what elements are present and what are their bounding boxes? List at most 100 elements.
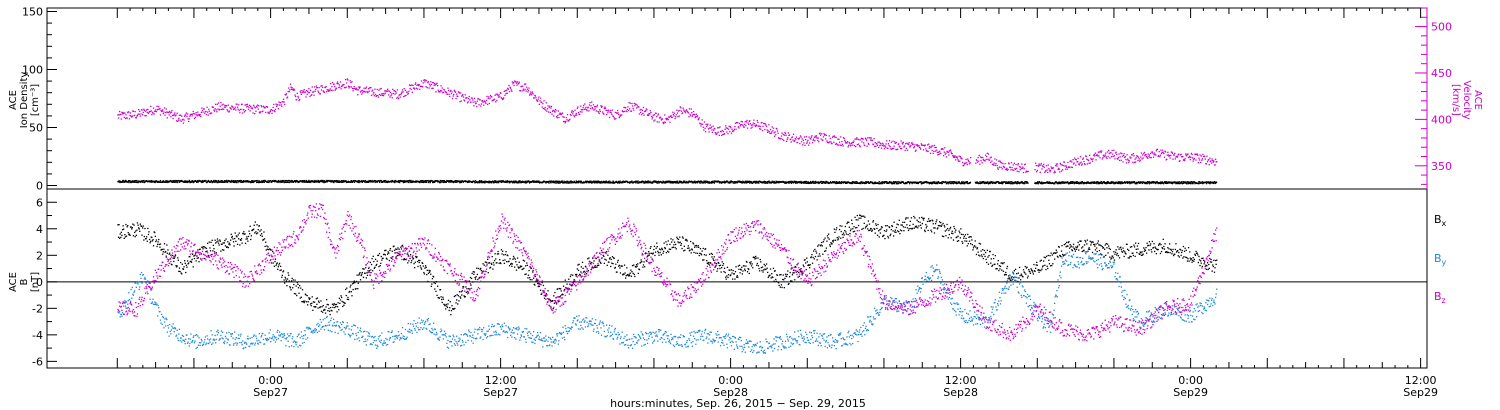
velocity-series-point xyxy=(664,121,666,124)
velocity-series-point xyxy=(691,115,693,117)
velocity-series-point xyxy=(1098,151,1101,153)
velocity-series-point xyxy=(512,83,514,85)
velocity-series-point xyxy=(237,108,239,110)
ion-density-series-point xyxy=(954,181,956,183)
ion-density-series-point xyxy=(675,182,677,184)
ion-density-series-point xyxy=(1154,181,1156,184)
ion-density-series-point xyxy=(294,180,297,182)
velocity-series-point xyxy=(874,142,876,144)
velocity-series-point xyxy=(401,91,403,93)
ion-density-series-point xyxy=(920,181,922,183)
ion-density-series-point xyxy=(183,181,185,183)
ion-density-series-point xyxy=(364,181,366,183)
velocity-series-point xyxy=(936,149,938,151)
velocity-series-point xyxy=(628,101,630,104)
ion-density-series-point xyxy=(192,181,195,184)
ion-density-series-point xyxy=(637,180,639,182)
velocity-series-point xyxy=(759,125,761,128)
ion-density-series-point xyxy=(410,180,412,182)
velocity-series-point xyxy=(479,99,481,101)
ion-density-series-point xyxy=(287,181,289,183)
velocity-series-point xyxy=(524,88,526,90)
velocity-series-point xyxy=(166,117,168,119)
ion-density-series-point xyxy=(1010,181,1012,183)
ion-density-series-point xyxy=(232,181,234,183)
velocity-series-point xyxy=(607,109,610,111)
velocity-series-point xyxy=(1016,170,1018,172)
ion-density-series-point xyxy=(235,180,237,182)
velocity-series-point xyxy=(1177,154,1179,156)
velocity-series-point xyxy=(665,119,668,121)
velocity-series-point xyxy=(319,93,321,95)
ion-density-series-point xyxy=(341,181,343,183)
velocity-series-point xyxy=(1122,161,1124,163)
velocity-series-point xyxy=(734,122,737,124)
velocity-series-point xyxy=(445,91,447,93)
ion-density-series-point xyxy=(905,181,907,184)
velocity-series-point xyxy=(264,107,266,109)
velocity-series-point xyxy=(420,80,423,82)
ion-density-series-point xyxy=(1054,183,1056,185)
velocity-series-point xyxy=(292,89,294,91)
ion-density-series-point xyxy=(642,181,645,183)
velocity-series-point xyxy=(513,84,515,87)
ion-density-series-point xyxy=(990,182,992,184)
ion-density-series-point xyxy=(1110,182,1112,184)
velocity-series-point xyxy=(638,106,640,108)
ion-density-series-point xyxy=(223,181,225,183)
ion-density-series-point xyxy=(609,181,611,183)
ion-density-series-point xyxy=(612,181,615,183)
velocity-series-point xyxy=(477,98,480,100)
ion-density-series-point xyxy=(949,181,951,183)
ion-density-series-point xyxy=(1048,181,1051,183)
velocity-series-point xyxy=(1163,156,1166,158)
velocity-series-point xyxy=(341,85,343,87)
velocity-series-point xyxy=(320,89,323,91)
velocity-series-point xyxy=(1091,158,1093,161)
velocity-series-point xyxy=(227,110,229,112)
velocity-series-point xyxy=(247,105,249,107)
velocity-series-point xyxy=(330,89,332,91)
ion-density-series-point xyxy=(525,182,527,184)
ion-density-series-point xyxy=(645,180,648,183)
ion-density-series-point xyxy=(161,181,163,183)
velocity-series-point xyxy=(448,93,450,95)
ion-density-series-point xyxy=(581,181,583,183)
velocity-series-point xyxy=(591,107,593,109)
ion-density-series-point xyxy=(802,181,804,184)
ion-density-series-point xyxy=(765,182,768,184)
b-field-tick-label: -6 xyxy=(32,355,43,368)
ion-density-series-point xyxy=(1079,182,1081,185)
velocity-series-point xyxy=(321,85,323,87)
ion-density-series-point xyxy=(487,181,489,183)
velocity-series-point xyxy=(178,114,181,116)
ion-density-series-point xyxy=(1073,183,1075,185)
ion-density-series-point xyxy=(746,182,748,184)
velocity-series-point xyxy=(706,124,708,126)
velocity-series-point xyxy=(242,112,244,114)
ion-density-series-point xyxy=(930,182,932,184)
ion-density-series-point xyxy=(608,182,610,184)
ion-density-series-point xyxy=(1132,182,1134,184)
velocity-series-point xyxy=(699,123,702,125)
ion-density-series-point xyxy=(1004,181,1006,183)
velocity-series-point xyxy=(469,99,471,101)
ion-density-series-point xyxy=(945,181,947,183)
time-tick-label: 12:00 xyxy=(1405,374,1437,387)
velocity-series-point xyxy=(913,147,915,149)
ion-density-series-point xyxy=(132,180,134,182)
velocity-series-point xyxy=(180,114,182,116)
ion-density-series-point xyxy=(571,181,573,183)
velocity-series-point xyxy=(848,142,850,144)
velocity-series-point xyxy=(753,119,755,121)
velocity-series-point xyxy=(627,109,630,112)
ion-density-series-point xyxy=(1047,182,1049,184)
ion-density-series-point xyxy=(415,180,417,182)
velocity-series-point xyxy=(615,118,617,120)
velocity-series-point xyxy=(740,120,742,123)
top-panel-series xyxy=(117,78,1218,185)
velocity-series-point xyxy=(1119,156,1121,158)
velocity-series-point xyxy=(1037,165,1040,167)
velocity-series-point xyxy=(1081,163,1083,165)
velocity-series-point xyxy=(610,109,612,112)
